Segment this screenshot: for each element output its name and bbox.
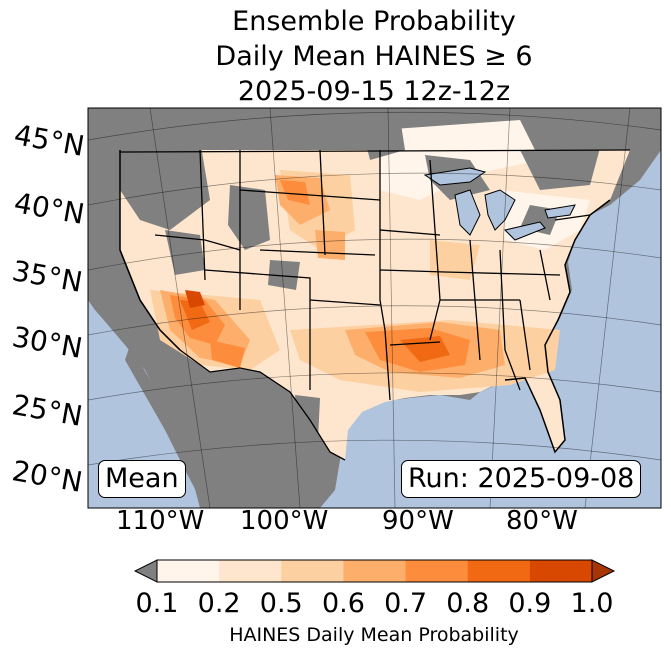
colorbar-tick-label: 0.2 <box>197 588 241 619</box>
colorbar-bin <box>343 560 407 582</box>
colorbar-frame <box>156 559 593 583</box>
title-line-3: 2025-09-15 12z-12z <box>237 76 511 107</box>
colorbar-tick-label: 0.9 <box>508 588 552 619</box>
colorbar-bin <box>157 560 220 582</box>
colorbar-tick-label: 0.6 <box>321 588 365 619</box>
colorbar-tick-label: 0.5 <box>259 588 303 619</box>
lon-label-80w: 80°W <box>506 506 578 536</box>
colorbar-over-arrow <box>591 559 616 583</box>
title-line-2: Daily Mean HAINES ≥ 6 <box>215 41 533 72</box>
colorbar-tick-label: 1.0 <box>570 588 614 619</box>
lon-label-90w: 90°W <box>382 506 454 536</box>
map-frame <box>87 107 662 509</box>
colorbar-bin <box>405 560 469 582</box>
probability-map <box>87 107 662 509</box>
lon-label-110w: 110°W <box>116 506 205 536</box>
title-line-1: Ensemble Probability <box>232 6 516 37</box>
colorbar-label: HAINES Daily Mean Probability <box>229 624 519 646</box>
colorbar-tick-label: 0.1 <box>135 588 179 619</box>
colorbar-under-arrow <box>133 559 158 583</box>
great-lakes <box>423 167 576 241</box>
colorbar-bin <box>467 560 531 582</box>
colorbar-tick-label: 0.7 <box>384 588 428 619</box>
mean-box: Mean <box>98 460 186 498</box>
lon-label-100w: 100°W <box>240 506 329 536</box>
colorbar-bin <box>281 560 344 582</box>
graticule <box>88 108 661 508</box>
colorbar-bin <box>529 560 593 582</box>
colorbar-tick-label: 0.8 <box>446 588 490 619</box>
colorbar-bin <box>219 560 282 582</box>
run-date-box: Run: 2025-09-08 <box>401 460 642 498</box>
